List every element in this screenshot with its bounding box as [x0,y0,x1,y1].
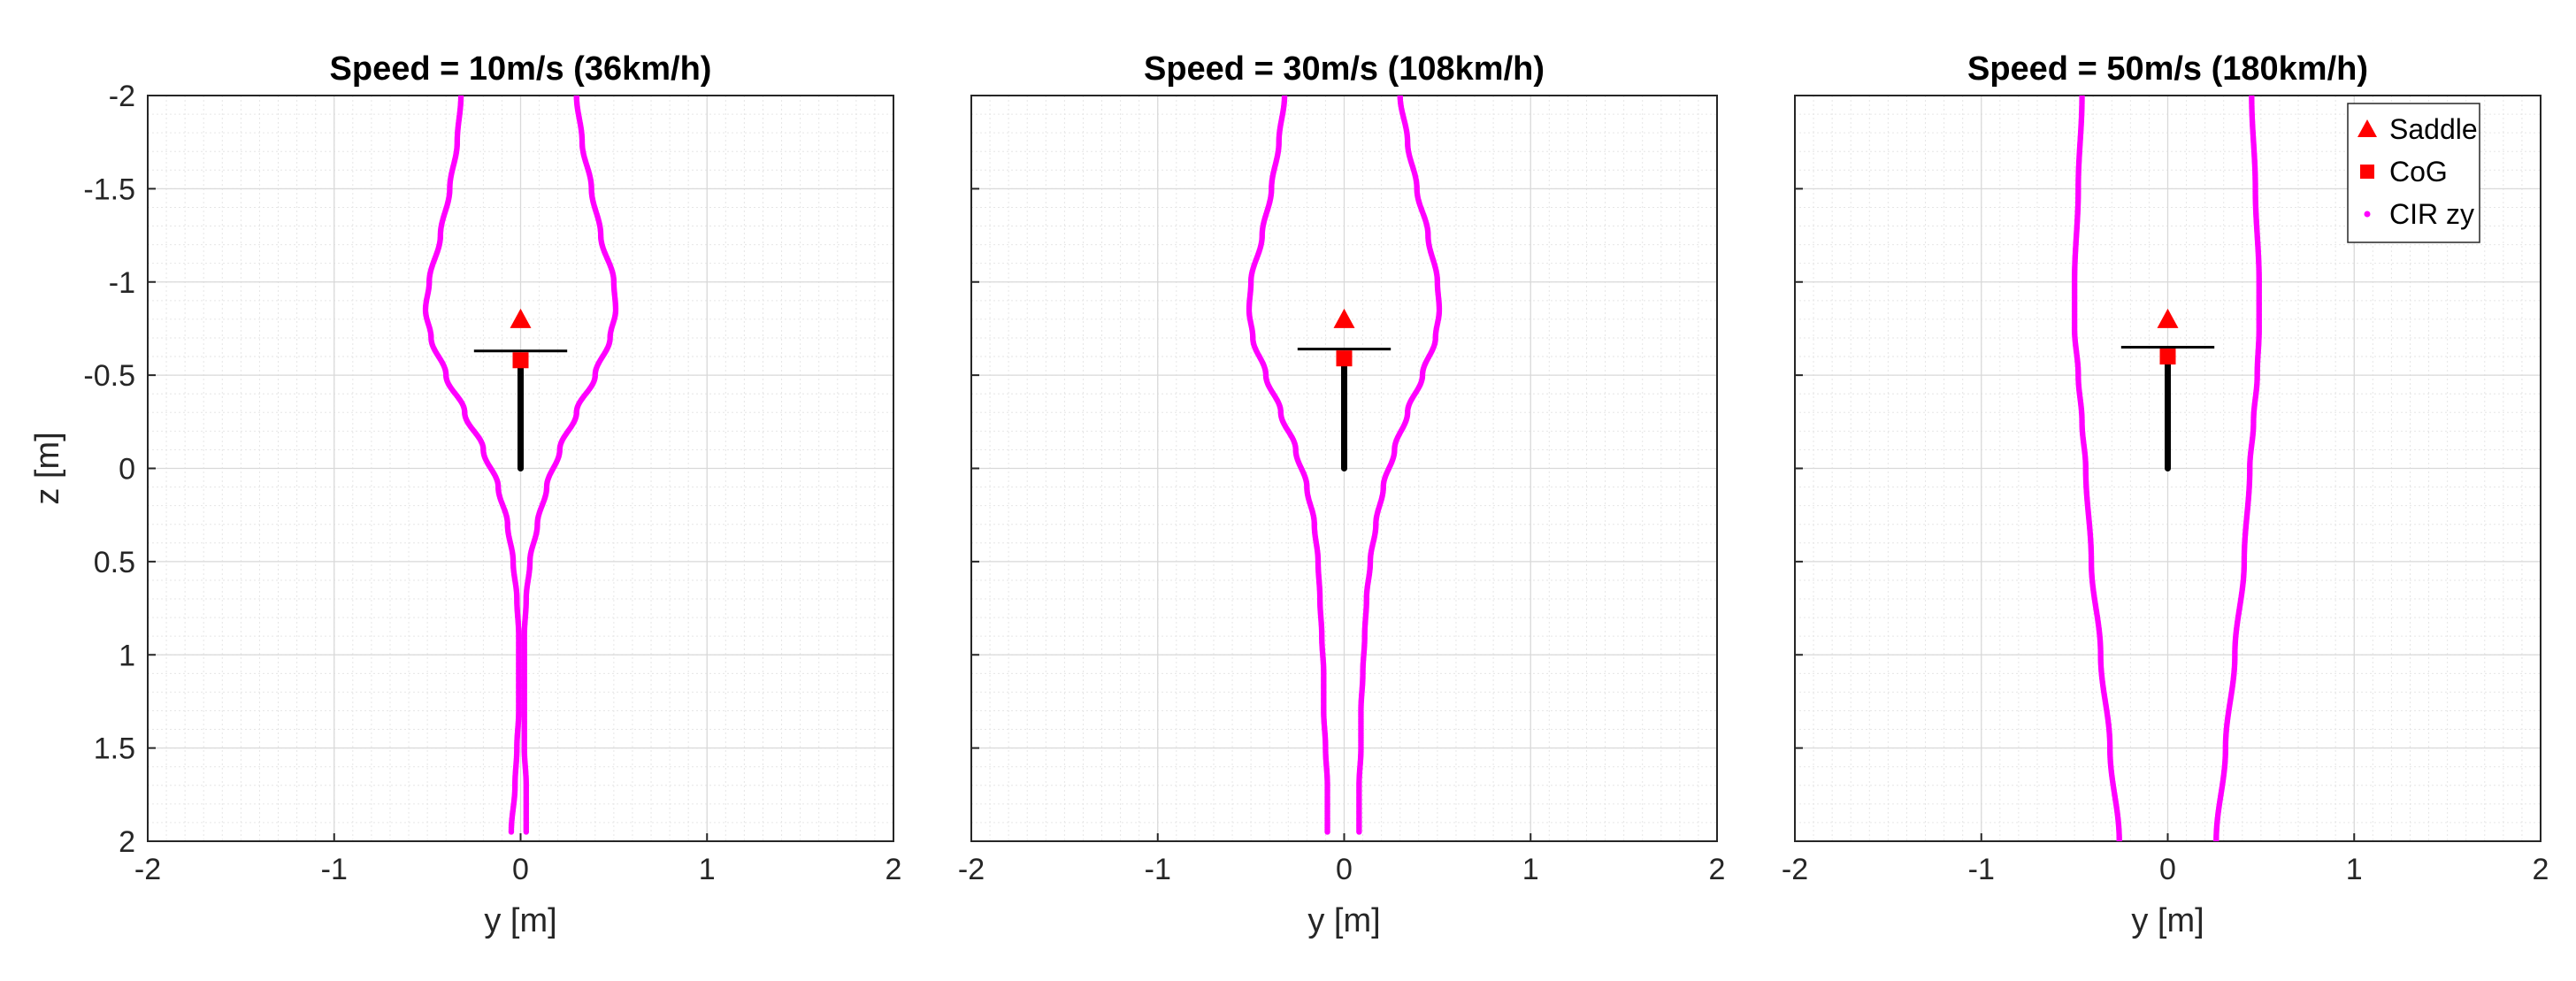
cir-point [1356,829,1362,835]
legend: Saddle CoG CIR zy [2347,103,2480,243]
x-tick-label: -2 [1782,853,1808,886]
y-tick-label: 2 [119,825,135,859]
x-tick-label: 0 [512,853,529,886]
y-axis-label: z [m] [29,432,66,504]
y-tick-label: -1 [109,266,135,300]
x-tick-label: -1 [1145,853,1171,886]
x-tick-label: 2 [2533,853,2549,886]
x-tick-label: 1 [2346,853,2363,886]
cog-marker [2159,349,2176,365]
cog-marker [512,352,529,369]
x-tick-label: 0 [2159,853,2176,886]
y-tick-label: 0 [119,453,135,487]
panel-2: -2 -1 0 1 2 Speed = 30m/s (108km/h) y [m] [958,50,1726,939]
x-tick-label: 1 [1522,853,1539,886]
x-axis-label: y [m] [1307,902,1380,939]
y-tick-label: 1 [119,639,135,672]
chart-title: Speed = 10m/s (36km/h) [330,50,712,88]
legend-label: CoG [2389,156,2448,188]
x-tick-label: 0 [1336,853,1353,886]
y-tick-label: 1.5 [94,732,135,766]
cir-series [422,96,619,835]
x-axis-label: y [m] [2131,902,2204,939]
cir-point [523,829,530,835]
y-tick-label: -2 [109,80,135,113]
y-tick-label: -0.5 [83,359,135,393]
x-axis-label: y [m] [484,902,556,939]
x-tick-label: -1 [1968,853,1995,886]
cir-point [2116,838,2122,841]
legend-label: Saddle [2389,113,2478,145]
saddle-marker [510,308,532,328]
x-tick-label: 2 [886,853,902,886]
saddle-marker [1333,308,1355,328]
cir-point [508,829,515,835]
x-tick-label: -2 [958,853,985,886]
x-tick-label: -1 [321,853,348,886]
cir-point [1324,829,1330,835]
legend-cog-icon [2360,165,2374,179]
chart-title: Speed = 50m/s (180km/h) [1967,50,2368,88]
cog-marker [1336,350,1353,367]
y-tick-label: 0.5 [94,546,135,579]
cir-series [1246,96,1443,835]
legend-cir-icon [2364,211,2371,218]
x-tick-label: 1 [699,853,716,886]
legend-label: CIR zy [2389,198,2474,230]
chart-title: Speed = 30m/s (108km/h) [1144,50,1545,88]
cir-series [2071,96,2262,841]
cir-point [2213,838,2220,841]
y-tick-label: -1.5 [83,172,135,206]
x-tick-label: 2 [1709,853,1726,886]
x-tick-label: -2 [134,853,161,886]
saddle-marker [2157,308,2179,328]
legend-saddle-icon [2358,119,2377,137]
